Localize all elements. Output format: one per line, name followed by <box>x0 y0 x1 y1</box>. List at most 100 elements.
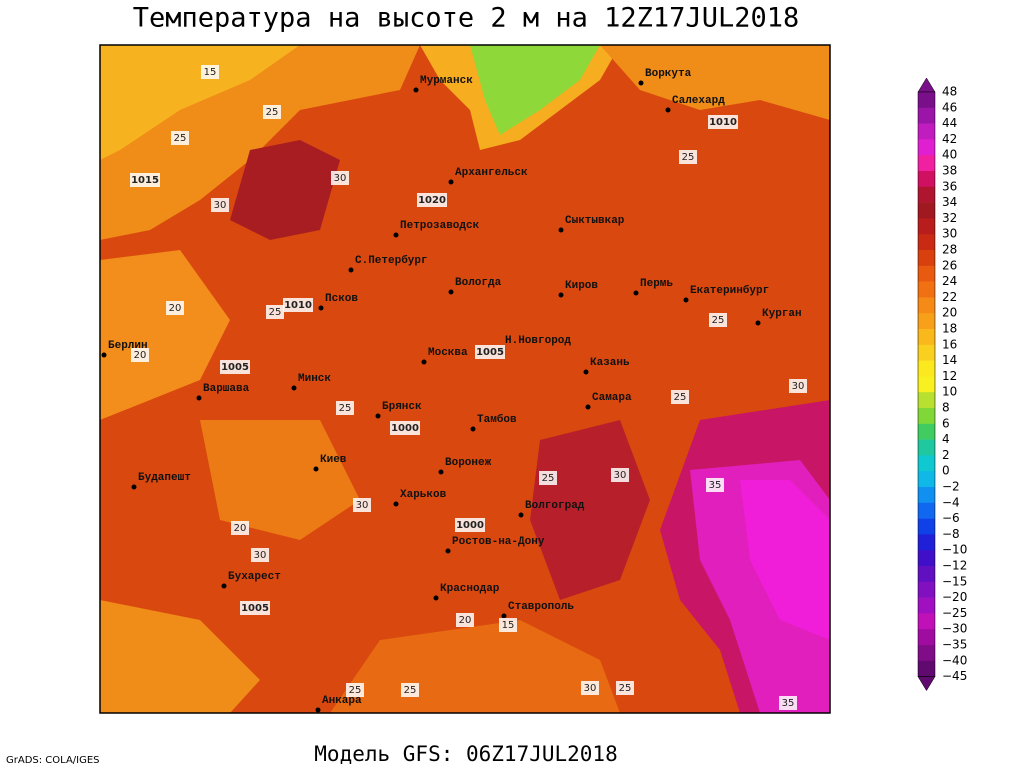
city-dot <box>315 707 321 713</box>
city-dot <box>665 107 671 113</box>
city-dot <box>755 320 761 326</box>
colorbar-swatch <box>918 344 935 361</box>
label-box <box>220 360 250 374</box>
label-box <box>401 683 419 697</box>
credit: GrADS: COLA/IGES <box>6 755 100 766</box>
colorbar-swatch <box>918 202 935 219</box>
colorbar-label: 14 <box>942 353 957 367</box>
label-box <box>240 601 270 615</box>
colorbar-swatch <box>918 597 935 614</box>
city-label: Тамбов <box>477 413 517 426</box>
city-label: Киров <box>565 280 598 292</box>
colorbar-swatch <box>918 534 935 551</box>
city-dot <box>421 359 427 365</box>
label-box <box>231 521 249 535</box>
isotherm-label: 25 <box>674 392 687 403</box>
label-box <box>539 471 557 485</box>
colorbar-swatch <box>918 360 935 377</box>
colorbar-label: −35 <box>942 638 967 652</box>
city-dot <box>638 80 644 86</box>
colorbar-label: 38 <box>942 164 957 178</box>
city-dot <box>585 404 591 410</box>
colorbar-swatch <box>918 408 935 425</box>
colorbar-swatch <box>918 550 935 567</box>
city-label: Петрозаводск <box>400 220 480 232</box>
colorbar-swatch <box>918 376 935 393</box>
city-label: Вологда <box>455 277 502 289</box>
label-box <box>131 348 149 362</box>
colorbar-label: 8 <box>942 401 950 415</box>
isobar-label: 1010 <box>709 117 737 128</box>
city-label: Волгоград <box>525 500 585 512</box>
colorbar-label: 4 <box>942 432 950 446</box>
label-box <box>581 681 599 695</box>
colorbar-swatch <box>918 502 935 519</box>
city-label: Брянск <box>382 401 422 413</box>
map <box>99 44 831 714</box>
city-dot <box>470 426 476 432</box>
isobar-label: 1005 <box>476 347 504 358</box>
label-box <box>336 401 354 415</box>
colorbar-swatch <box>918 423 935 440</box>
city-dot <box>393 232 399 238</box>
colorbar-label: 48 <box>942 85 957 99</box>
city-label: Псков <box>325 293 358 305</box>
isotherm-label: 25 <box>712 315 725 326</box>
colorbar-label: −20 <box>942 590 967 604</box>
colorbar-swatch <box>918 186 935 203</box>
colorbar-label: 42 <box>942 132 957 146</box>
colorbar-swatch <box>918 92 935 109</box>
city-label: Воркута <box>645 68 692 80</box>
label-box <box>130 173 160 187</box>
city-dot <box>445 548 451 554</box>
isotherm-label: 25 <box>619 683 632 694</box>
isotherm-label: 30 <box>792 381 805 392</box>
colorbar-swatch <box>918 392 935 409</box>
colorbar-label: 32 <box>942 211 957 225</box>
colorbar-label: −12 <box>942 559 967 573</box>
colorbar-swatch <box>918 297 935 314</box>
label-box <box>266 305 284 319</box>
label-box <box>709 313 727 327</box>
city-label: Киев <box>320 454 347 466</box>
colorbar-label: −6 <box>942 511 960 525</box>
colorbar-label: −30 <box>942 622 967 636</box>
city-label: Варшава <box>203 383 250 395</box>
colorbar-swatch <box>918 234 935 251</box>
colorbar-swatch <box>918 629 935 646</box>
city-label: Екатеринбург <box>690 284 769 297</box>
colorbar-cap <box>917 676 936 692</box>
colorbar-swatch <box>918 281 935 298</box>
label-box <box>211 198 229 212</box>
label-box <box>390 421 420 435</box>
isotherm-label: 25 <box>174 133 187 144</box>
label-box <box>611 468 629 482</box>
colorbar-label: 40 <box>942 148 957 162</box>
isotherm-label: 25 <box>349 685 362 696</box>
label-box <box>417 193 447 207</box>
colorbar-swatch <box>918 155 935 172</box>
isotherm-label: 20 <box>234 523 247 534</box>
city-label: Ставрополь <box>508 601 574 613</box>
label-box <box>499 618 517 632</box>
colorbar-swatch <box>918 613 935 630</box>
colorbar-swatch <box>918 518 935 535</box>
isobar-label: 1010 <box>284 300 312 311</box>
colorbar-label: −4 <box>942 495 960 509</box>
label-box <box>708 115 738 129</box>
colorbar-label: 10 <box>942 385 957 399</box>
city-dot <box>433 595 439 601</box>
colorbar-label: 0 <box>942 464 950 478</box>
colorbar-label: 30 <box>942 227 957 241</box>
city-label: Воронеж <box>445 457 492 469</box>
colorbar-label: 16 <box>942 337 957 351</box>
isobar-label: 1000 <box>391 423 419 434</box>
city-dot <box>101 352 107 358</box>
colorbar-label: 20 <box>942 306 957 320</box>
model-caption: Модель GFS: 06Z17JUL2018 <box>314 742 617 766</box>
city-dot <box>558 227 564 233</box>
colorbar-swatch <box>918 455 935 472</box>
label-box <box>679 150 697 164</box>
isotherm-label: 20 <box>134 350 147 361</box>
